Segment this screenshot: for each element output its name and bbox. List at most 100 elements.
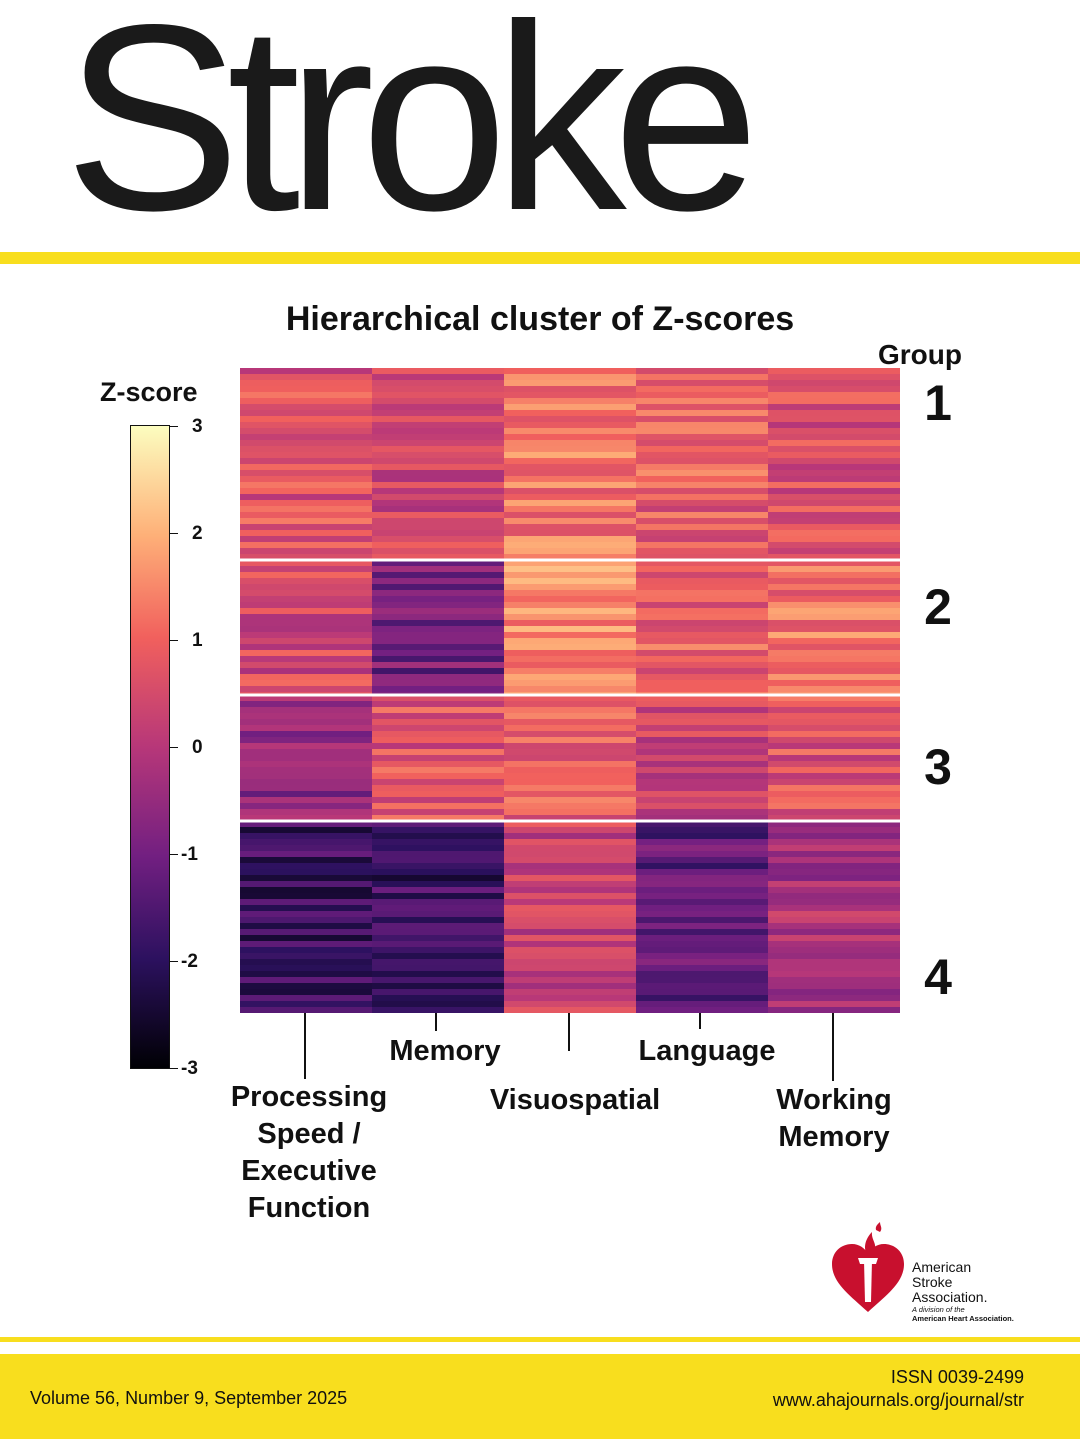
heatmap-cell (372, 596, 505, 603)
heatmap-cell (504, 941, 637, 948)
heatmap-cell (768, 380, 900, 387)
heatmap-cell (636, 512, 769, 519)
heatmap-cell (372, 440, 505, 447)
heatmap-cell (768, 941, 900, 948)
heatmap-cell (240, 392, 373, 399)
heatmap-cell (240, 995, 373, 1002)
heatmap-cell (504, 977, 637, 984)
colorbar-title: Z-score (100, 377, 198, 407)
heatmap-cell (372, 674, 505, 681)
x-tick (435, 1013, 437, 1031)
heatmap-cell (768, 416, 900, 423)
heatmap-cell (372, 869, 505, 876)
heatmap-cell (504, 404, 637, 411)
heatmap-cell (768, 791, 900, 798)
heatmap-cell (240, 917, 373, 924)
heatmap-cell (504, 833, 637, 840)
heatmap-cell (636, 434, 769, 441)
heatmap-cell (240, 386, 373, 393)
heatmap-cell (372, 971, 505, 978)
heatmap-cell (240, 731, 373, 738)
heatmap-cell (636, 476, 769, 483)
heatmap-cell (768, 737, 900, 744)
heatmap-cell (504, 923, 637, 930)
heatmap-cell (240, 695, 373, 702)
heatmap-cell (768, 566, 900, 573)
heatmap-cell (240, 851, 373, 858)
heatmap-cell (768, 398, 900, 405)
heatmap-cell (768, 500, 900, 507)
heatmap-cell (240, 869, 373, 876)
heatmap-cell (240, 434, 373, 441)
heatmap-cell (636, 803, 769, 810)
heatmap-cell (240, 911, 373, 918)
heatmap-cell (504, 608, 637, 615)
heatmap-cell (372, 743, 505, 750)
heatmap-cell (372, 488, 505, 495)
heatmap-cell (372, 638, 505, 645)
heatmap-cell (372, 839, 505, 846)
heatmap-cell (768, 578, 900, 585)
heatmap-cell (636, 548, 769, 555)
heatmap-cell (504, 1007, 637, 1013)
heatmap-cell (372, 1007, 505, 1013)
heatmap-cell (504, 500, 637, 507)
heatmap-cell (240, 482, 373, 489)
heatmap-cell (504, 536, 637, 543)
heatmap-cell (768, 428, 900, 435)
heatmap-cell (768, 584, 900, 591)
heatmap-cell (240, 779, 373, 786)
heatmap-cell (372, 977, 505, 984)
heatmap-cell (240, 566, 373, 573)
heatmap-cell (636, 893, 769, 900)
heatmap-cell (768, 542, 900, 549)
heatmap-cell (372, 632, 505, 639)
heatmap-cell (636, 827, 769, 834)
heatmap-cell (240, 512, 373, 519)
heatmap-cell (636, 791, 769, 798)
heatmap-cell (768, 614, 900, 621)
heatmap-cell (240, 839, 373, 846)
x-label-working-memory: Working Memory (734, 1082, 934, 1156)
heatmap-cell (768, 761, 900, 768)
heatmap-cell (372, 749, 505, 756)
heatmap-cell (240, 875, 373, 882)
heatmap-cell (372, 662, 505, 669)
heatmap (240, 368, 900, 1013)
heatmap-cell (768, 845, 900, 852)
colorbar-tick-label: -3 (181, 1058, 198, 1079)
heatmap-cell (768, 476, 900, 483)
heatmap-cell (240, 476, 373, 483)
heatmap-cell (240, 686, 373, 693)
heatmap-cell (768, 701, 900, 708)
heatmap-cell (372, 506, 505, 513)
colorbar-tick (170, 640, 178, 641)
heatmap-cell (504, 680, 637, 687)
heatmap-cell (372, 572, 505, 579)
heatmap-cell (636, 983, 769, 990)
heatmap-cell (768, 470, 900, 477)
heatmap-cell (636, 917, 769, 924)
heatmap-cell (504, 650, 637, 657)
heatmap-cell (504, 626, 637, 633)
heatmap-cell (504, 368, 637, 375)
heatmap-cell (636, 578, 769, 585)
heatmap-cell (768, 608, 900, 615)
heatmap-cell (240, 953, 373, 960)
heatmap-cell (504, 488, 637, 495)
heatmap-cell (504, 743, 637, 750)
colorbar-tick-label: -1 (181, 844, 198, 865)
heatmap-cell (504, 392, 637, 399)
heatmap-cell (372, 983, 505, 990)
heatmap-cell (372, 578, 505, 585)
heatmap-cell (372, 875, 505, 882)
x-label-line: Executive (241, 1155, 377, 1187)
heatmap-cell (504, 518, 637, 525)
heatmap-cell (636, 422, 769, 429)
issue-info: Volume 56, Number 9, September 2025 (30, 1388, 348, 1408)
heatmap-cell (240, 470, 373, 477)
heatmap-cell (636, 500, 769, 507)
x-label-memory: Memory (345, 1033, 545, 1070)
heatmap-cell (504, 695, 637, 702)
heatmap-cell (504, 767, 637, 774)
